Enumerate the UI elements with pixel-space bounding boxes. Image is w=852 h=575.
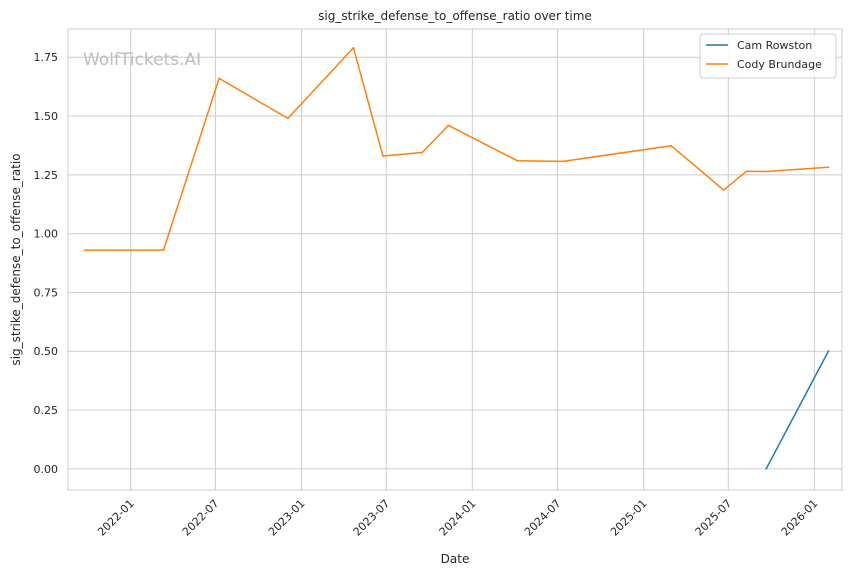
data-point bbox=[765, 467, 768, 470]
data-point bbox=[352, 46, 355, 49]
series-line-cam-rowston bbox=[765, 350, 830, 470]
data-point bbox=[827, 350, 830, 353]
data-point bbox=[765, 170, 768, 173]
data-point bbox=[218, 77, 221, 80]
chart-title: sig_strike_defense_to_offense_ratio over… bbox=[318, 9, 592, 23]
data-point bbox=[421, 151, 424, 154]
data-point bbox=[162, 249, 165, 252]
y-axis-label: sig_strike_defense_to_offense_ratio bbox=[9, 153, 23, 365]
data-point bbox=[827, 166, 830, 169]
data-point bbox=[83, 249, 86, 252]
watermark: WolfTickets.AI bbox=[83, 50, 201, 70]
y-tick-label: 1.50 bbox=[34, 110, 59, 123]
data-point bbox=[722, 189, 725, 192]
y-tick-label: 1.25 bbox=[34, 169, 59, 182]
legend: Cam Rowston Cody Brundage bbox=[699, 33, 837, 79]
legend-label: Cam Rowston bbox=[737, 39, 812, 52]
y-tick-label: 0.75 bbox=[34, 286, 59, 299]
data-point bbox=[447, 124, 450, 127]
y-tick-label: 1.75 bbox=[34, 51, 59, 64]
data-point bbox=[287, 117, 289, 120]
y-tick-label: 0.25 bbox=[34, 404, 59, 417]
legend-label: Cody Brundage bbox=[737, 58, 822, 71]
grid bbox=[68, 29, 842, 490]
y-tick-labels: 0.00 0.25 0.50 0.75 1.00 1.25 1.50 1.75 bbox=[34, 51, 59, 476]
y-tick-label: 0.00 bbox=[34, 463, 59, 476]
x-axis-label: Date bbox=[441, 552, 470, 566]
data-point bbox=[670, 144, 673, 147]
legend-items: Cam Rowston Cody Brundage bbox=[706, 39, 822, 71]
series-lines bbox=[83, 46, 830, 470]
data-point bbox=[562, 160, 564, 163]
data-point bbox=[745, 170, 748, 173]
y-tick-label: 1.00 bbox=[34, 228, 59, 241]
plot-area bbox=[67, 28, 843, 491]
data-point bbox=[382, 155, 384, 157]
y-tick-label: 0.50 bbox=[34, 345, 59, 358]
legend-box bbox=[699, 33, 837, 79]
data-point bbox=[516, 159, 519, 162]
